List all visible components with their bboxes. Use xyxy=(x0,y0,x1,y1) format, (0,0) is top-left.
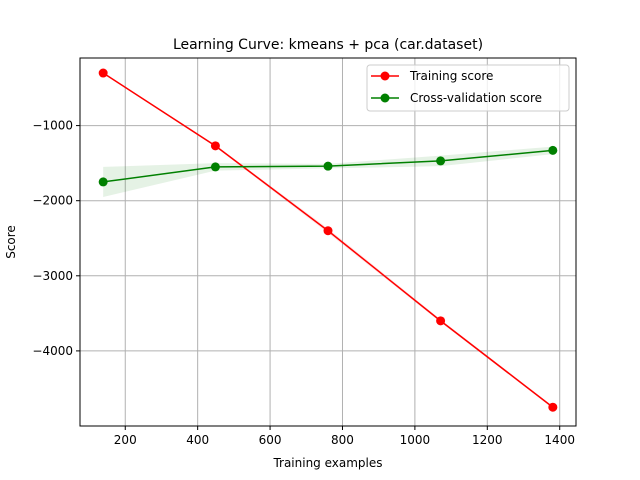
legend-cross-validation-score-label: Cross-validation score xyxy=(410,91,542,105)
y-tick-label: −3000 xyxy=(32,269,73,283)
x-tick-label: 800 xyxy=(331,433,354,447)
y-tick-label: −4000 xyxy=(32,344,73,358)
training-score-point xyxy=(98,68,108,78)
x-tick-label: 200 xyxy=(114,433,137,447)
grid-lines xyxy=(80,58,576,426)
y-axis-label: Score xyxy=(4,225,18,259)
x-tick-label: 600 xyxy=(259,433,282,447)
cross-validation-score-point xyxy=(436,156,446,166)
chart-title: Learning Curve: kmeans + pca (car.datase… xyxy=(173,37,483,53)
legend-box xyxy=(366,64,570,112)
legend-training-score-marker xyxy=(380,71,390,81)
y-tick-label: −1000 xyxy=(32,119,73,133)
x-axis-ticks: 200 400 600 800 1000 1200 1400 xyxy=(114,426,575,447)
training-score-point xyxy=(323,226,333,236)
training-score-point xyxy=(210,141,220,151)
x-axis-label: Training examples xyxy=(272,456,382,470)
cross-validation-score-point xyxy=(323,161,333,171)
legend-cross-validation-score-marker xyxy=(380,93,390,103)
cross-validation-score-point xyxy=(210,162,220,172)
x-tick-label: 1400 xyxy=(544,433,575,447)
training-score-point xyxy=(548,402,558,412)
y-axis-ticks: −4000 −3000 −2000 −1000 xyxy=(32,119,80,358)
legend-training-score-label: Training score xyxy=(409,69,493,83)
series-points xyxy=(98,68,558,412)
cross-validation-score-point xyxy=(548,145,558,155)
cross-validation-score-point xyxy=(98,177,108,187)
training-score-point xyxy=(436,316,446,326)
x-tick-label: 1200 xyxy=(472,433,503,447)
plot-frame xyxy=(79,57,577,427)
x-tick-label: 1000 xyxy=(400,433,431,447)
legend: Training score Cross-validation score xyxy=(366,64,570,112)
y-tick-label: −2000 xyxy=(32,194,73,208)
x-tick-label: 400 xyxy=(186,433,209,447)
